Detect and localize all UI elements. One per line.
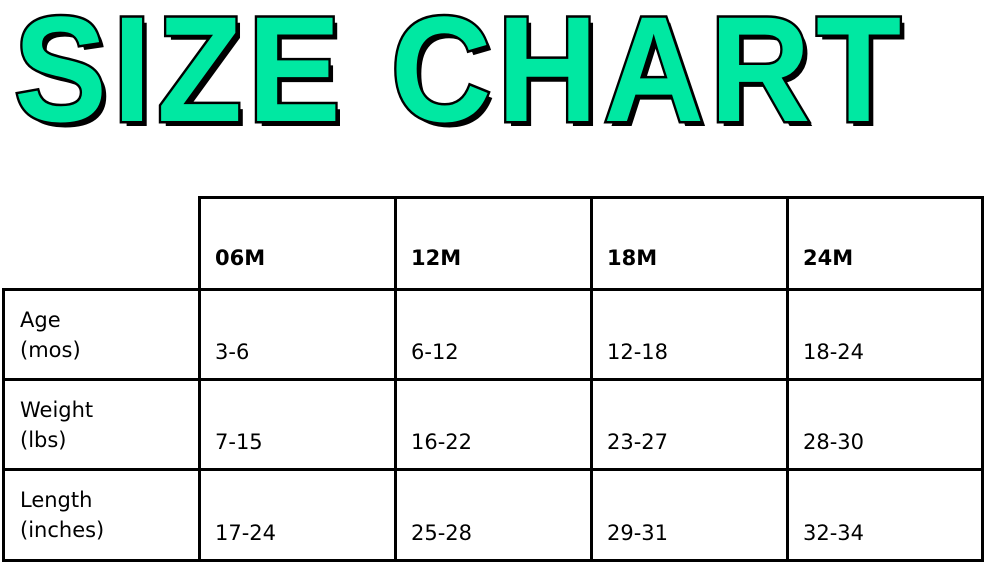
table-cell-text: 18-24 (803, 340, 865, 364)
table-cell-text: 29-31 (607, 521, 669, 545)
table-cell-text: 23-27 (607, 430, 669, 454)
row-label: Age (mos) (2, 288, 201, 381)
table-cell-text: 16-22 (411, 430, 473, 454)
table-cell-text: 12-18 (607, 340, 669, 364)
column-header-text: 12M (411, 246, 462, 270)
table-cell-text: 25-28 (411, 521, 473, 545)
table-cell: 32-34 (786, 468, 984, 562)
table-cell-text: 28-30 (803, 430, 865, 454)
table-cell-text: 6-12 (411, 340, 459, 364)
table-cell-text: 3-6 (215, 340, 250, 364)
column-header: 06M (198, 196, 397, 291)
table-cell: 7-15 (198, 378, 397, 471)
table-cell: 18-24 (786, 288, 984, 381)
row-label-text: Age (mos) (20, 308, 81, 362)
column-header: 18M (590, 196, 789, 291)
table-cell-text: 17-24 (215, 521, 277, 545)
row-label: Weight (lbs) (2, 378, 201, 471)
table-cell: 12-18 (590, 288, 789, 381)
column-header: 24M (786, 196, 984, 291)
table-cell: 3-6 (198, 288, 397, 381)
table-cell: 17-24 (198, 468, 397, 562)
table-cell: 6-12 (394, 288, 593, 381)
table-cell: 23-27 (590, 378, 789, 471)
column-header-text: 18M (607, 246, 658, 270)
column-header: 12M (394, 196, 593, 291)
table-cell-text: 7-15 (215, 430, 263, 454)
table-cell: 16-22 (394, 378, 593, 471)
page-title: SIZE CHART (12, 0, 907, 153)
table-cell: 25-28 (394, 468, 593, 562)
column-header-text: 24M (803, 246, 854, 270)
table-cell-text: 32-34 (803, 521, 865, 545)
table-cell: 29-31 (590, 468, 789, 562)
table-cell: 28-30 (786, 378, 984, 471)
column-header-text: 06M (215, 246, 266, 270)
row-label-text: Length (inches) (20, 488, 105, 542)
row-label-text: Weight (lbs) (20, 398, 94, 452)
row-label: Length (inches) (2, 468, 201, 562)
